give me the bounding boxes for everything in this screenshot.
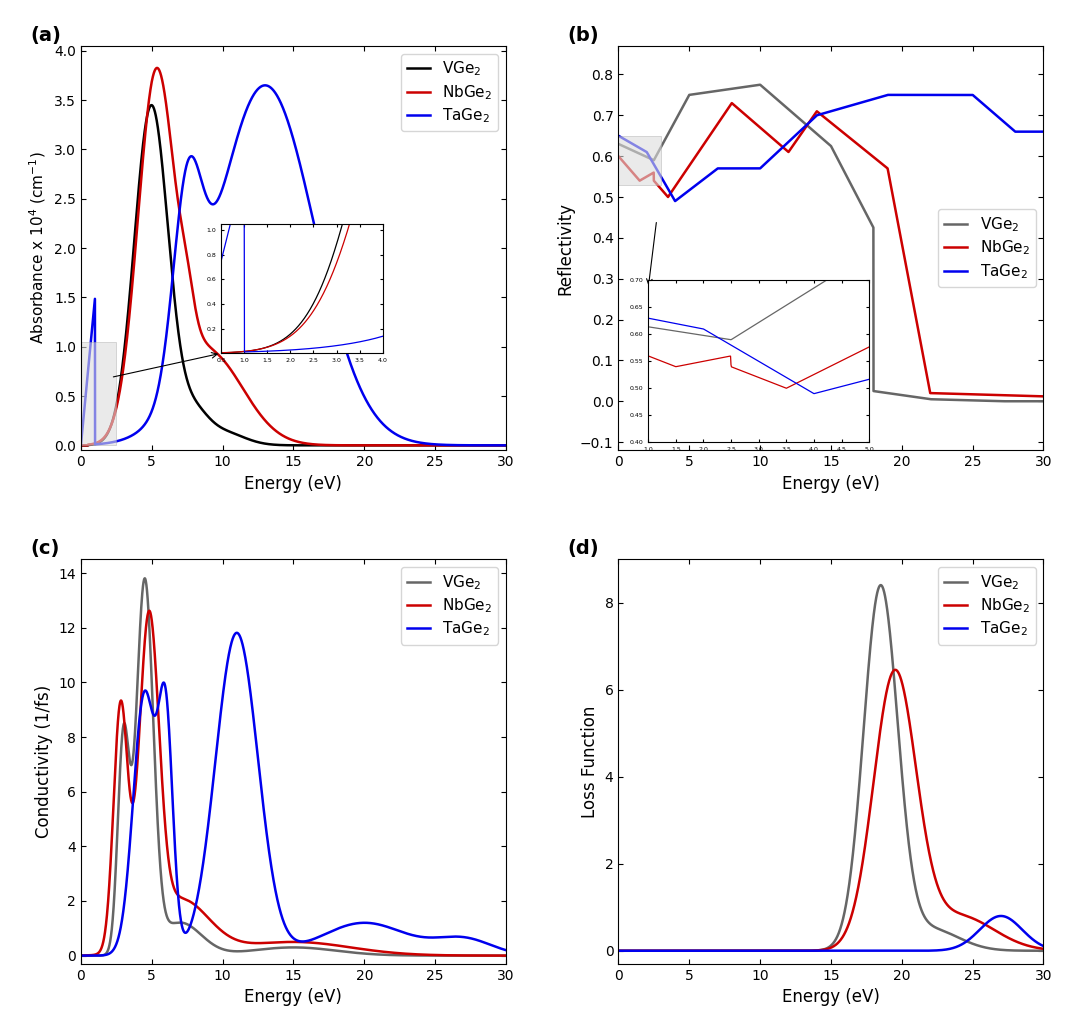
X-axis label: Energy (eV): Energy (eV)	[782, 475, 880, 492]
Text: (b): (b)	[567, 26, 599, 44]
Y-axis label: Conductivity (1/fs): Conductivity (1/fs)	[35, 685, 53, 839]
Legend: VGe$_2$, NbGe$_2$, TaGe$_2$: VGe$_2$, NbGe$_2$, TaGe$_2$	[939, 209, 1036, 286]
Legend: VGe$_2$, NbGe$_2$, TaGe$_2$: VGe$_2$, NbGe$_2$, TaGe$_2$	[401, 567, 498, 644]
X-axis label: Energy (eV): Energy (eV)	[782, 989, 880, 1006]
Legend: VGe$_2$, NbGe$_2$, TaGe$_2$: VGe$_2$, NbGe$_2$, TaGe$_2$	[401, 54, 498, 131]
Text: (a): (a)	[30, 26, 60, 44]
Y-axis label: Reflectivity: Reflectivity	[556, 202, 575, 295]
Legend: VGe$_2$, NbGe$_2$, TaGe$_2$: VGe$_2$, NbGe$_2$, TaGe$_2$	[939, 567, 1036, 644]
Bar	[81, 342, 117, 446]
X-axis label: Energy (eV): Energy (eV)	[244, 989, 342, 1006]
Y-axis label: Loss Function: Loss Function	[581, 705, 599, 818]
Text: (d): (d)	[567, 539, 599, 558]
Bar	[619, 135, 661, 185]
X-axis label: Energy (eV): Energy (eV)	[244, 475, 342, 492]
Text: (c): (c)	[30, 539, 59, 558]
Y-axis label: Absorbance x 10$^4$ (cm$^{-1}$): Absorbance x 10$^4$ (cm$^{-1}$)	[28, 152, 49, 344]
